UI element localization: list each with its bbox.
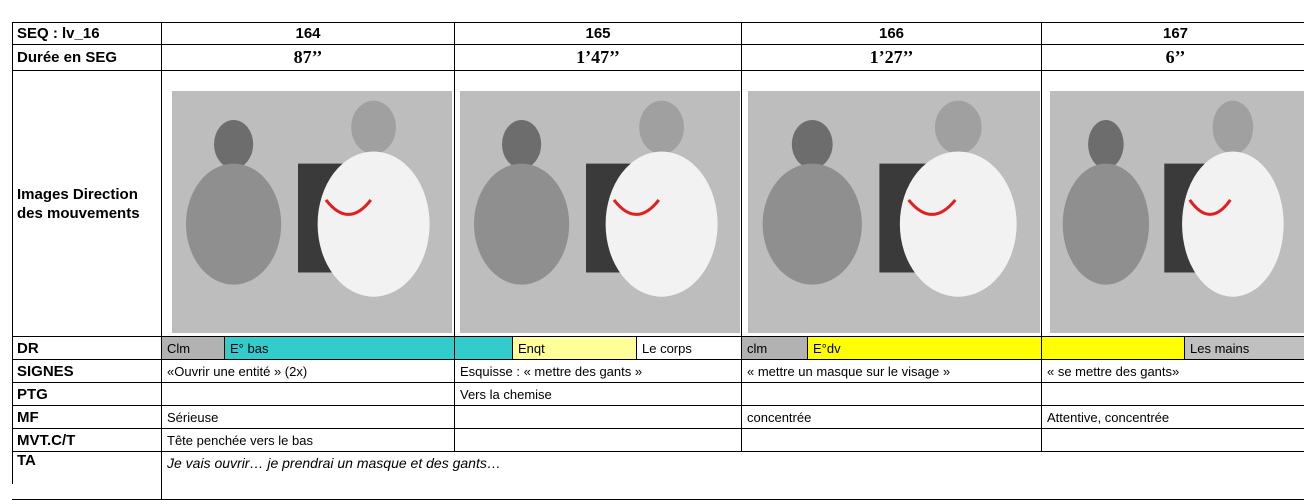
text-cell: concentrée: [742, 406, 1042, 429]
table: [12, 22, 1304, 484]
dr-segment: E° bas: [225, 337, 455, 360]
row-label: SIGNES: [12, 360, 162, 383]
photo: [1050, 91, 1304, 333]
text-cell: [1042, 429, 1304, 452]
text-cell: Je vais ouvrir… je prendrai un masque et…: [162, 452, 1304, 500]
row-label: TA: [12, 452, 162, 500]
dr-segment: Le corps: [637, 337, 742, 360]
text-cell: [455, 429, 742, 452]
row-label: MVT.C/T: [12, 429, 162, 452]
text-cell: Tête penchée vers le bas: [162, 429, 455, 452]
dr-segment: Enqt: [513, 337, 637, 360]
page: (() => { const data = JSON.parse(documen…: [12, 22, 1304, 500]
photo: [748, 91, 1040, 333]
text-cell: «Ouvrir une entité » (2x): [162, 360, 455, 383]
text-cell: Attentive, concentrée: [1042, 406, 1304, 429]
row-label: Durée en SEG: [12, 45, 162, 71]
header-cell: SEQ : lv_16: [12, 22, 162, 45]
dr-segment: Les mains: [1185, 337, 1304, 360]
text-cell: [742, 383, 1042, 406]
dr-segment: [455, 337, 513, 360]
photo: [460, 91, 740, 333]
header-cell: 167: [1042, 22, 1304, 45]
text-cell: Vers la chemise: [455, 383, 742, 406]
row-label: PTG: [12, 383, 162, 406]
duration: 6’’: [1042, 45, 1304, 71]
duration: 1’47’’: [455, 45, 742, 71]
dr-segment: clm: [742, 337, 808, 360]
image-cell: [1042, 71, 1304, 337]
header-cell: 164: [162, 22, 455, 45]
text-cell: [455, 406, 742, 429]
dr-segment: [1042, 337, 1185, 360]
dr-segment: E°dv: [808, 337, 1042, 360]
duration: 1’27’’: [742, 45, 1042, 71]
text-cell: [1042, 383, 1304, 406]
photo: [172, 91, 452, 333]
row-label: DR: [12, 337, 162, 360]
dr-segment: Clm: [162, 337, 225, 360]
text-cell: [742, 429, 1042, 452]
header-cell: 165: [455, 22, 742, 45]
text-cell: Esquisse : « mettre des gants »: [455, 360, 742, 383]
duration: 87’’: [162, 45, 455, 71]
text-cell: « se mettre des gants»: [1042, 360, 1304, 383]
row-label: Images Direction des mouvements: [12, 71, 162, 337]
row-label: MF: [12, 406, 162, 429]
image-cell: [455, 71, 742, 337]
header-cell: 166: [742, 22, 1042, 45]
text-cell: Sérieuse: [162, 406, 455, 429]
text-cell: [162, 383, 455, 406]
text-cell: « mettre un masque sur le visage »: [742, 360, 1042, 383]
image-cell: [742, 71, 1042, 337]
image-cell: [162, 71, 455, 337]
